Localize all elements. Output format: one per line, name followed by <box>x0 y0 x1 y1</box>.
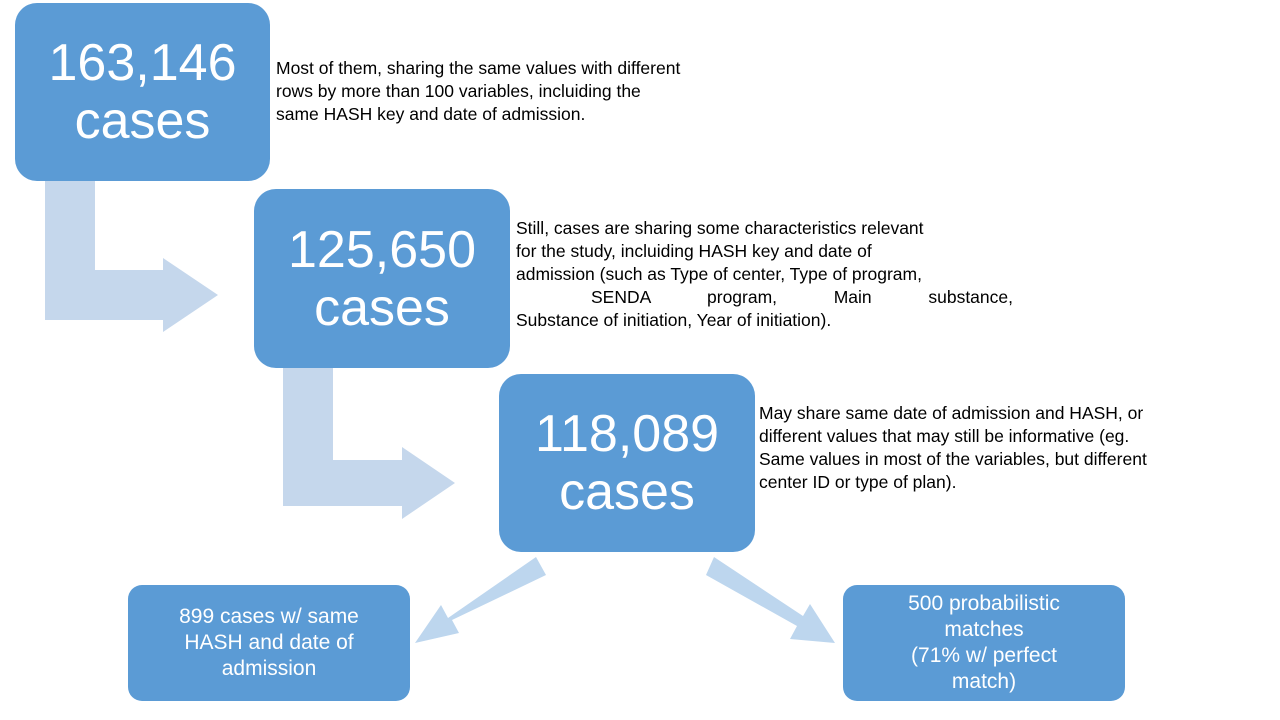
outcome-box-exact-duplicates: 899 cases w/ same HASH and date of admis… <box>128 585 410 701</box>
step-description-2: Still, cases are sharing some characteri… <box>516 218 1013 330</box>
case-unit: cases <box>559 463 695 521</box>
step-box-2: 125,650 cases <box>254 189 510 368</box>
case-count: 118,089 <box>534 405 720 463</box>
arrow-to-exact-duplicates <box>415 557 546 643</box>
case-count: 163,146 <box>48 34 237 92</box>
case-unit: cases <box>74 92 211 150</box>
bent-arrow-2 <box>283 368 455 519</box>
step-box-1: 163,146 cases <box>15 3 270 181</box>
case-count: 125,650 <box>288 220 476 279</box>
case-unit: cases <box>314 278 450 337</box>
outcome-box-probabilistic-matches: 500 probabilistic matches (71% w/ perfec… <box>843 585 1125 701</box>
arrow-to-probabilistic <box>706 557 835 643</box>
step-box-3: 118,089 cases <box>499 374 755 552</box>
bent-arrow-1 <box>45 180 218 332</box>
step-description-3: May share same date of admission and HAS… <box>759 403 1147 492</box>
step-description-1: Most of them, sharing the same values wi… <box>276 58 681 124</box>
